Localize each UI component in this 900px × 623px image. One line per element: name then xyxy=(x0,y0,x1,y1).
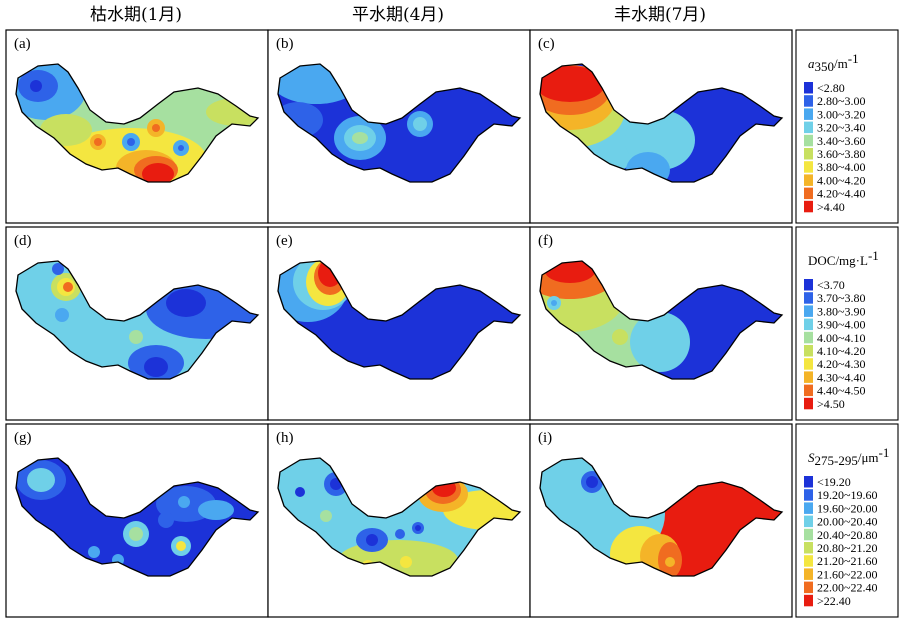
legend-item: 4.10~4.20 xyxy=(817,344,866,358)
legend-swatch xyxy=(804,555,813,567)
legend-swatch xyxy=(804,515,813,528)
panel-i: (i) xyxy=(529,423,793,618)
legend-item: 21.60~22.00 xyxy=(817,567,878,581)
legend-item: <2.80 xyxy=(817,81,845,95)
legend-item: 20.00~20.40 xyxy=(817,515,878,529)
panel-e: (e) xyxy=(267,226,531,421)
legend-item: 3.80~4.00 xyxy=(817,160,866,174)
legend-swatch xyxy=(804,358,813,370)
column-title-dry-season: 枯水期(1月) xyxy=(90,5,182,25)
panel-g: (g) xyxy=(5,423,269,618)
legend-a350: a350/m-1 <2.802.80~3.003.00~3.203.20~3.40… xyxy=(795,29,899,224)
legend-swatch xyxy=(804,397,813,410)
panel-label-d: (d) xyxy=(14,233,32,249)
legend-item: 21.20~21.60 xyxy=(817,554,878,568)
panel-a: (a) xyxy=(5,29,269,224)
legend-s275-295: S275-295/μm-1 <19.2019.20~19.6019.60~20.0… xyxy=(795,423,899,618)
panel-h: (h) xyxy=(267,423,531,618)
panel-label-c: (c) xyxy=(538,36,555,52)
legend-item: >4.40 xyxy=(817,200,845,214)
legend-swatch xyxy=(804,331,813,344)
legend-item: <19.20 xyxy=(817,475,851,489)
legend-swatch xyxy=(804,279,813,291)
legend-item: <3.70 xyxy=(817,278,845,292)
legend-swatch xyxy=(804,345,813,357)
legend-title: a350/m-1 xyxy=(808,51,859,74)
legend-swatch xyxy=(804,542,813,554)
legend-item: 20.40~20.80 xyxy=(817,528,878,542)
legend-title: DOC/mg·L-1 xyxy=(808,248,879,268)
legend-swatch xyxy=(804,108,813,120)
legend-item: 3.70~3.80 xyxy=(817,291,866,305)
legend-item: 3.60~3.80 xyxy=(817,147,866,161)
legend-swatch xyxy=(804,121,813,134)
legend-swatch xyxy=(804,161,813,173)
legend-swatch xyxy=(804,200,813,213)
legend-swatch xyxy=(804,305,813,317)
legend-doc: DOC/mg·L-1 <3.703.70~3.803.80~3.903.90~4.… xyxy=(795,226,899,421)
panel-label-e: (e) xyxy=(276,233,293,249)
legend-swatch xyxy=(804,568,813,580)
legend-swatch xyxy=(804,384,813,397)
legend-item: 3.90~4.00 xyxy=(817,318,866,332)
legend-item: 3.40~3.60 xyxy=(817,134,866,148)
panel-label-b: (b) xyxy=(276,36,294,52)
legend-swatch xyxy=(804,594,813,607)
legend-swatch xyxy=(804,95,813,107)
legend-item: 20.80~21.20 xyxy=(817,541,878,555)
panel-label-h: (h) xyxy=(276,430,294,446)
panel-label-f: (f) xyxy=(538,233,553,249)
legend-swatch xyxy=(804,134,813,147)
legend-swatch xyxy=(804,581,813,594)
map-panels: (a) (b) (c) (d) (e) (f) (g) (h) (i) xyxy=(5,29,793,618)
panel-c: (c) xyxy=(529,29,793,224)
legend-title: S275-295/μm-1 xyxy=(808,445,889,468)
column-title-normal-season: 平水期(4月) xyxy=(352,5,444,25)
legends: a350/m-1 <2.802.80~3.003.00~3.203.20~3.40… xyxy=(795,29,899,618)
legend-item: 3.80~3.90 xyxy=(817,304,866,318)
legend-item: 3.00~3.20 xyxy=(817,107,866,121)
legend-swatch xyxy=(804,528,813,541)
legend-item: 2.80~3.00 xyxy=(817,94,866,108)
legend-swatch xyxy=(804,489,813,501)
legend-item: 4.20~4.30 xyxy=(817,357,866,371)
legend-swatch xyxy=(804,187,813,200)
panel-d: (d) xyxy=(5,226,269,421)
legend-item: 19.20~19.60 xyxy=(817,488,878,502)
legend-swatch xyxy=(804,476,813,488)
legend-swatch xyxy=(804,318,813,331)
legend-swatch xyxy=(804,148,813,160)
legend-item: 4.00~4.10 xyxy=(817,331,866,345)
panel-f: (f) xyxy=(529,226,793,421)
panel-label-g: (g) xyxy=(14,430,32,446)
panel-label-a: (a) xyxy=(14,36,31,52)
panel-label-i: (i) xyxy=(538,430,552,446)
legend-item: 4.40~4.50 xyxy=(817,384,866,398)
legend-item: >4.50 xyxy=(817,397,845,411)
legend-item: 19.60~20.00 xyxy=(817,501,878,515)
legend-item: 22.00~22.40 xyxy=(817,581,878,595)
legend-swatch xyxy=(804,371,813,383)
legend-item: 4.20~4.40 xyxy=(817,187,866,201)
legend-item: 3.20~3.40 xyxy=(817,121,866,135)
legend-swatch xyxy=(804,502,813,514)
legend-item: >22.40 xyxy=(817,594,851,608)
legend-swatch xyxy=(804,174,813,186)
panel-b: (b) xyxy=(267,29,531,224)
column-title-wet-season: 丰水期(7月) xyxy=(614,5,706,25)
legend-item: 4.30~4.40 xyxy=(817,370,866,384)
legend-item: 4.00~4.20 xyxy=(817,173,866,187)
legend-swatch xyxy=(804,292,813,304)
legend-swatch xyxy=(804,82,813,94)
